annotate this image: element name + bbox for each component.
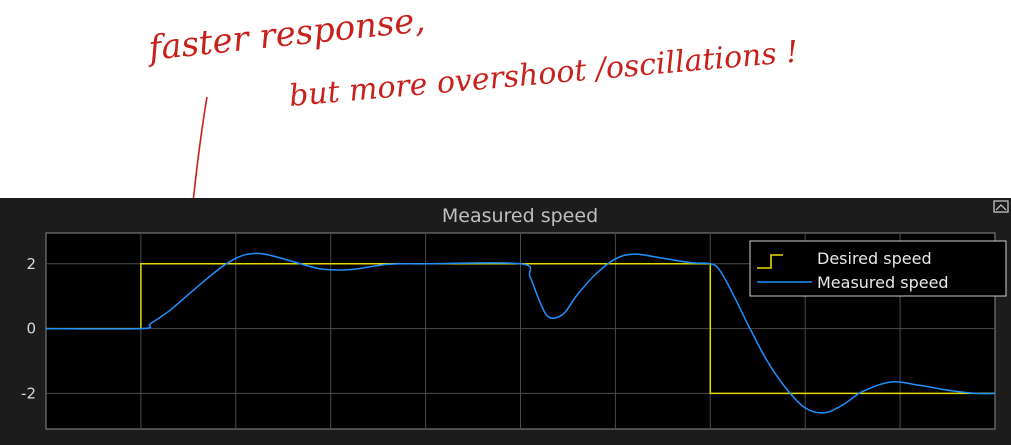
chart-title: Measured speed	[442, 205, 598, 227]
data-series	[45, 252, 996, 414]
legend-box	[749, 240, 1007, 297]
legend-label-desired: Desired speed	[817, 249, 932, 268]
y-axis-ticks: 2 0 -2	[21, 255, 36, 403]
legend: Desired speed Measured speed	[749, 240, 1007, 297]
y-tick-label: 2	[26, 255, 36, 273]
undock-icon[interactable]	[993, 200, 1009, 213]
legend-label-measured: Measured speed	[817, 273, 949, 292]
y-tick-label: -2	[21, 384, 36, 402]
annotation-line1: faster response,	[144, 0, 427, 69]
legend-swatch-desired	[757, 254, 783, 269]
y-tick-label: 0	[26, 320, 36, 338]
series-line-measured-speed	[45, 252, 996, 414]
